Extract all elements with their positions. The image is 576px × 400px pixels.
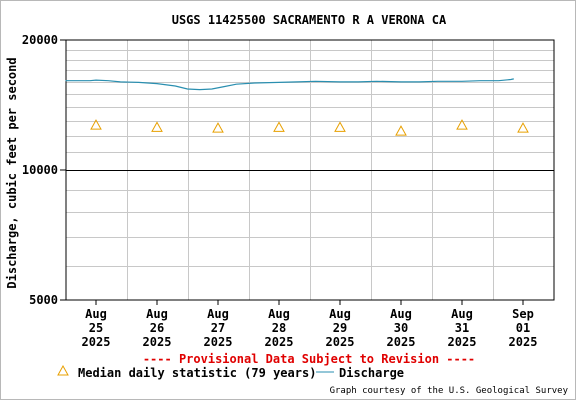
y-tick-label: 20000 xyxy=(22,33,58,47)
x-tick-label-year: 2025 xyxy=(143,335,172,349)
x-tick-label-year: 2025 xyxy=(265,335,294,349)
x-tick-label-month: Aug xyxy=(451,307,473,321)
x-tick-label-day: 25 xyxy=(89,321,103,335)
median-marker xyxy=(334,121,346,132)
y-tick-label: 5000 xyxy=(29,293,58,307)
x-tick-label-day: 01 xyxy=(516,321,530,335)
legend-discharge-label: Discharge xyxy=(339,366,404,380)
x-tick-label-month: Aug xyxy=(85,307,107,321)
x-tick-label-day: 30 xyxy=(394,321,408,335)
median-marker xyxy=(517,122,529,133)
x-tick-label-month: Aug xyxy=(390,307,412,321)
x-axis-ticks: Aug252025Aug262025Aug272025Aug282025Aug2… xyxy=(82,300,538,349)
x-tick-label-day: 26 xyxy=(150,321,164,335)
x-tick-label-year: 2025 xyxy=(326,335,355,349)
x-tick-label-day: 28 xyxy=(272,321,286,335)
median-marker xyxy=(90,119,102,130)
x-tick-label-month: Aug xyxy=(329,307,351,321)
x-tick-label-month: Aug xyxy=(207,307,229,321)
provisional-notice: ---- Provisional Data Subject to Revisio… xyxy=(143,352,475,366)
x-tick-label-year: 2025 xyxy=(509,335,538,349)
median-marker xyxy=(456,119,468,130)
x-tick-label-day: 27 xyxy=(211,321,225,335)
y-tick-label: 10000 xyxy=(22,163,58,177)
grid xyxy=(66,40,554,300)
x-tick-label-month: Aug xyxy=(268,307,290,321)
x-tick-label-day: 31 xyxy=(455,321,469,335)
legend-median-label: Median daily statistic (79 years) xyxy=(78,366,316,380)
x-tick-label-year: 2025 xyxy=(204,335,233,349)
x-tick-label-day: 29 xyxy=(333,321,347,335)
median-marker xyxy=(395,125,407,136)
x-tick-label-year: 2025 xyxy=(82,335,111,349)
x-tick-label-month: Aug xyxy=(146,307,168,321)
discharge-line xyxy=(65,78,514,91)
y-axis-ticks: 5000 10000 20000 xyxy=(22,33,66,307)
x-tick-label-month: Sep xyxy=(512,307,534,321)
series xyxy=(65,78,529,136)
legend-median-marker xyxy=(57,364,69,376)
graph-credit: Graph courtesy of the U.S. Geological Su… xyxy=(330,386,569,396)
chart-title: USGS 11425500 SACRAMENTO R A VERONA CA xyxy=(172,13,447,27)
median-marker xyxy=(151,121,163,132)
legend: Median daily statistic (79 years) Discha… xyxy=(57,364,404,380)
x-tick-label-year: 2025 xyxy=(448,335,477,349)
y-axis-label: Discharge, cubic feet per second xyxy=(5,57,19,288)
x-tick-label-year: 2025 xyxy=(387,335,416,349)
median-marker xyxy=(212,122,224,133)
median-marker xyxy=(273,121,285,132)
